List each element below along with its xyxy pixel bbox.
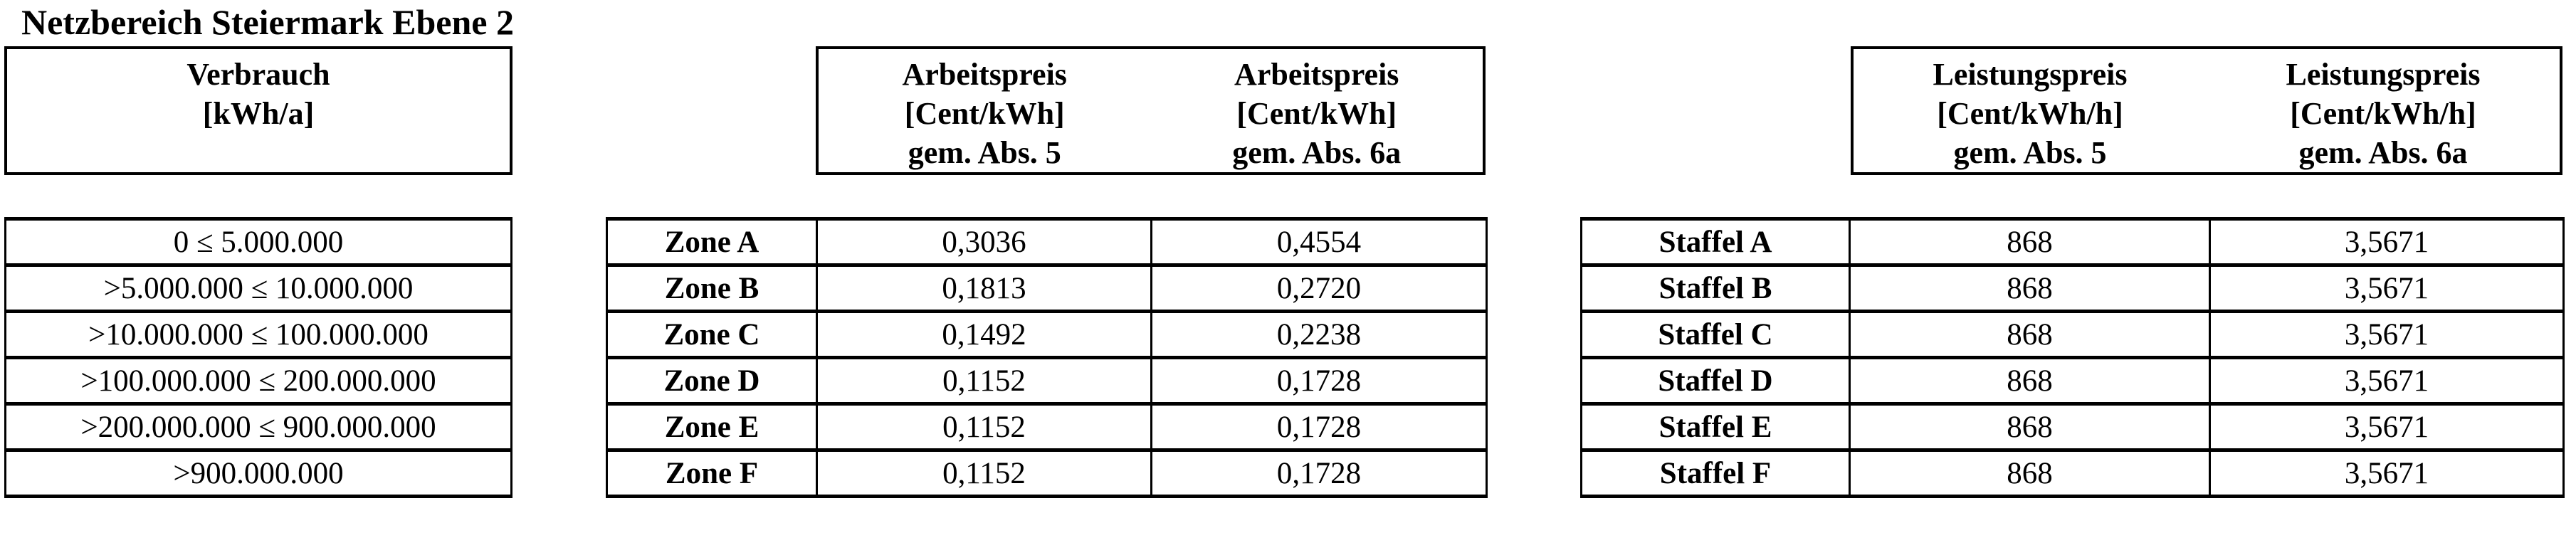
- verbrauch-header-column: Verbrauch [kWh/a]: [7, 49, 510, 172]
- table-row: Zone D 0,1152 0,1728: [606, 356, 1488, 406]
- arbeitspreis-abs5-value-cell: 0,1152: [816, 448, 1152, 498]
- table-row: Zone C 0,1492 0,2238: [606, 310, 1488, 359]
- zone-label-cell: Zone C: [606, 310, 818, 359]
- zone-label-cell: Zone D: [606, 356, 818, 406]
- leistungspreis-abs5-value-cell: 868: [1849, 402, 2211, 452]
- arbeitspreis-abs5-value-cell: 0,1813: [816, 263, 1152, 313]
- arbeitspreis-abs5-value-cell: 0,1152: [816, 402, 1152, 452]
- zone-label-cell: Zone F: [606, 448, 818, 498]
- table-row: >100.000.000 ≤ 200.000.000: [4, 356, 512, 406]
- leistungspreis-header-col-abs6a: Leistungspreis [Cent/kWh/h] gem. Abs. 6a: [2207, 49, 2560, 172]
- verbrauch-range-cell: >900.000.000: [4, 448, 512, 498]
- leistungspreis-abs6a-value-cell: 3,5671: [2209, 217, 2565, 267]
- zone-label-cell: Zone E: [606, 402, 818, 452]
- table-row: Staffel E 868 3,5671: [1580, 402, 2565, 452]
- table-row: Staffel A 868 3,5671: [1580, 217, 2565, 267]
- zone-label-cell: Zone B: [606, 263, 818, 313]
- arbeitspreis-abs6a-value-cell: 0,1728: [1150, 448, 1488, 498]
- leistungspreis-abs5-value-cell: 868: [1849, 217, 2211, 267]
- verbrauch-table: 0 ≤ 5.000.000 >5.000.000 ≤ 10.000.000 >1…: [4, 217, 512, 498]
- table-row: >10.000.000 ≤ 100.000.000: [4, 310, 512, 359]
- leistungspreis-abs6a-value-cell: 3,5671: [2209, 448, 2565, 498]
- verbrauch-header-unit: [kWh/a]: [202, 96, 315, 131]
- table-row: Staffel C 868 3,5671: [1580, 310, 2565, 359]
- leistungspreis-table: Staffel A 868 3,5671 Staffel B 868 3,567…: [1580, 217, 2565, 498]
- verbrauch-range-cell: >100.000.000 ≤ 200.000.000: [4, 356, 512, 406]
- arbeitspreis-abs6a-value-cell: 0,2238: [1150, 310, 1488, 359]
- staffel-label-cell: Staffel E: [1580, 402, 1851, 452]
- table-row: 0 ≤ 5.000.000: [4, 217, 512, 267]
- arbeitspreis-abs5-value-cell: 0,3036: [816, 217, 1152, 267]
- arbeitspreis-abs5-ref: gem. Abs. 5: [908, 135, 1061, 170]
- verbrauch-range-cell: >200.000.000 ≤ 900.000.000: [4, 402, 512, 452]
- table-row: Staffel D 868 3,5671: [1580, 356, 2565, 406]
- leistungspreis-abs5-title: Leistungspreis: [1933, 57, 2128, 92]
- verbrauch-header-box: Verbrauch [kWh/a]: [4, 46, 512, 175]
- arbeitspreis-table: Zone A 0,3036 0,4554 Zone B 0,1813 0,272…: [606, 217, 1488, 498]
- leistungspreis-abs6a-value-cell: 3,5671: [2209, 310, 2565, 359]
- table-row: Zone A 0,3036 0,4554: [606, 217, 1488, 267]
- arbeitspreis-abs5-unit: [Cent/kWh]: [904, 96, 1065, 131]
- table-row: >5.000.000 ≤ 10.000.000: [4, 263, 512, 313]
- verbrauch-range-cell: >10.000.000 ≤ 100.000.000: [4, 310, 512, 359]
- table-row: Zone E 0,1152 0,1728: [606, 402, 1488, 452]
- arbeitspreis-abs5-title: Arbeitspreis: [902, 57, 1067, 92]
- leistungspreis-abs5-value-cell: 868: [1849, 356, 2211, 406]
- leistungspreis-header-col-abs5: Leistungspreis [Cent/kWh/h] gem. Abs. 5: [1854, 49, 2207, 172]
- leistungspreis-abs6a-ref: gem. Abs. 6a: [2298, 135, 2468, 170]
- leistungspreis-abs6a-unit: [Cent/kWh/h]: [2290, 96, 2476, 131]
- arbeitspreis-abs6a-value-cell: 0,4554: [1150, 217, 1488, 267]
- leistungspreis-abs5-value-cell: 868: [1849, 448, 2211, 498]
- arbeitspreis-abs6a-value-cell: 0,2720: [1150, 263, 1488, 313]
- arbeitspreis-abs6a-unit: [Cent/kWh]: [1236, 96, 1397, 131]
- page-title: Netzbereich Steiermark Ebene 2: [21, 2, 514, 42]
- arbeitspreis-abs5-value-cell: 0,1492: [816, 310, 1152, 359]
- leistungspreis-abs6a-value-cell: 3,5671: [2209, 356, 2565, 406]
- staffel-label-cell: Staffel D: [1580, 356, 1851, 406]
- arbeitspreis-header-box: Arbeitspreis [Cent/kWh] gem. Abs. 5 Arbe…: [816, 46, 1486, 175]
- table-row: Staffel F 868 3,5671: [1580, 448, 2565, 498]
- arbeitspreis-header-col-abs5: Arbeitspreis [Cent/kWh] gem. Abs. 5: [819, 49, 1151, 172]
- table-row: >200.000.000 ≤ 900.000.000: [4, 402, 512, 452]
- table-row: Staffel B 868 3,5671: [1580, 263, 2565, 313]
- table-row: Zone B 0,1813 0,2720: [606, 263, 1488, 313]
- arbeitspreis-abs5-value-cell: 0,1152: [816, 356, 1152, 406]
- leistungspreis-abs5-unit: [Cent/kWh/h]: [1937, 96, 2123, 131]
- zone-label-cell: Zone A: [606, 217, 818, 267]
- leistungspreis-abs6a-title: Leistungspreis: [2286, 57, 2481, 92]
- arbeitspreis-abs6a-ref: gem. Abs. 6a: [1232, 135, 1402, 170]
- leistungspreis-abs6a-value-cell: 3,5671: [2209, 402, 2565, 452]
- leistungspreis-abs5-ref: gem. Abs. 5: [1953, 135, 2107, 170]
- leistungspreis-abs5-value-cell: 868: [1849, 263, 2211, 313]
- arbeitspreis-abs6a-value-cell: 0,1728: [1150, 356, 1488, 406]
- table-row: Zone F 0,1152 0,1728: [606, 448, 1488, 498]
- table-row: >900.000.000: [4, 448, 512, 498]
- verbrauch-range-cell: 0 ≤ 5.000.000: [4, 217, 512, 267]
- staffel-label-cell: Staffel B: [1580, 263, 1851, 313]
- leistungspreis-abs5-value-cell: 868: [1849, 310, 2211, 359]
- verbrauch-range-cell: >5.000.000 ≤ 10.000.000: [4, 263, 512, 313]
- staffel-label-cell: Staffel F: [1580, 448, 1851, 498]
- arbeitspreis-abs6a-value-cell: 0,1728: [1150, 402, 1488, 452]
- verbrauch-header-title: Verbrauch: [186, 57, 330, 92]
- leistungspreis-abs6a-value-cell: 3,5671: [2209, 263, 2565, 313]
- staffel-label-cell: Staffel C: [1580, 310, 1851, 359]
- staffel-label-cell: Staffel A: [1580, 217, 1851, 267]
- leistungspreis-header-box: Leistungspreis [Cent/kWh/h] gem. Abs. 5 …: [1851, 46, 2562, 175]
- arbeitspreis-abs6a-title: Arbeitspreis: [1234, 57, 1399, 92]
- arbeitspreis-header-col-abs6a: Arbeitspreis [Cent/kWh] gem. Abs. 6a: [1151, 49, 1483, 172]
